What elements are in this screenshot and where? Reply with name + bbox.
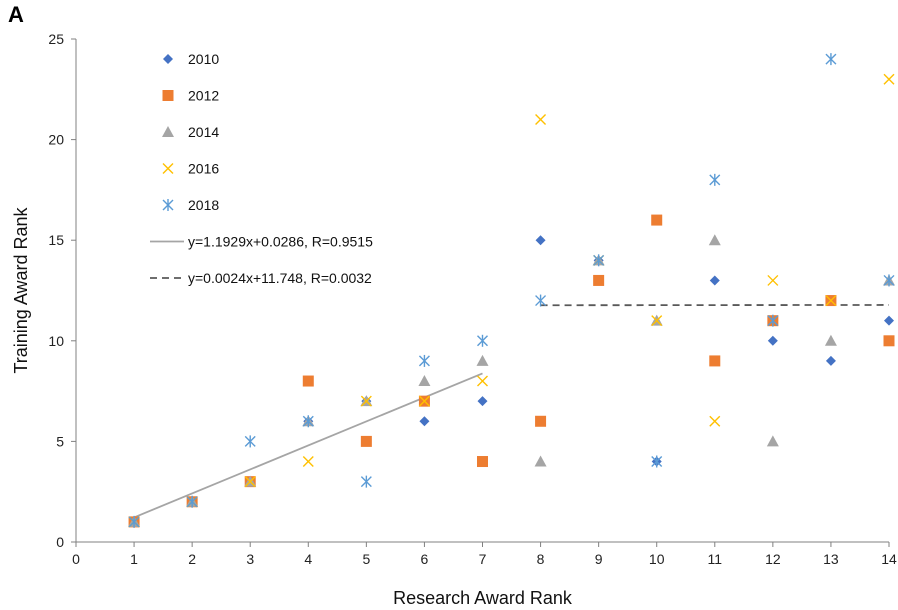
point-2012 [535,415,547,427]
y-tick-label: 15 [48,232,64,248]
point-2016 [709,415,721,427]
legend: 2010 2012 2014 2016 2018 y=1.1929x+0.0286, R=… [150,51,373,286]
x-tick-label: 0 [72,551,80,567]
x-tick-label: 8 [537,551,545,567]
point-2018 [883,274,895,287]
legend-trendline-label: y=1.1929x+0.0286, R=0.9515 [188,234,373,250]
point-2018 [651,455,663,468]
point-2012 [593,274,605,286]
point-2014 [766,435,779,447]
x-tick-label: 11 [708,551,723,567]
point-2014 [534,455,547,467]
x-tick-label: 1 [130,551,138,567]
legend-label: 2014 [188,124,219,140]
point-2014 [418,375,431,387]
point-2018 [186,495,198,508]
legend-label: 2018 [188,197,219,213]
point-2018 [360,475,372,488]
point-2014 [476,354,489,366]
point-2014 [824,334,837,346]
point-2016 [302,456,314,468]
point-2012 [360,435,372,447]
x-tick-label: 3 [246,551,254,567]
data-points [128,53,895,528]
point-2012 [477,456,488,468]
legend-marker-2014 [162,126,174,137]
point-2016 [825,295,837,307]
point-2010 [709,275,720,286]
point-2016 [535,113,547,125]
point-2018 [244,435,256,448]
point-2010 [884,315,894,326]
point-2018 [418,354,430,367]
y-axis-title: Training Award Rank [11,206,31,373]
x-tick-label: 14 [881,551,897,567]
legend-label: 2016 [188,161,219,177]
point-2016 [883,73,895,85]
point-2010 [477,396,488,407]
point-2012 [709,355,721,367]
legend-marker-2012 [162,90,174,101]
trendline [133,372,483,519]
legend-marker-2016 [162,163,174,174]
point-2018 [535,294,547,307]
y-tick-label: 5 [56,433,64,449]
legend-label: 2012 [188,88,219,104]
point-2010 [825,355,836,366]
point-2018 [128,515,140,528]
point-2014 [708,234,721,246]
point-2018 [302,415,314,428]
x-tick-label: 4 [304,551,312,567]
legend-label: 2010 [188,51,219,67]
x-tick-label: 7 [479,551,487,567]
legend-marker-2010 [163,54,173,64]
point-2012 [883,335,895,347]
point-2016 [244,476,256,488]
point-2018 [767,314,779,327]
point-2018 [593,254,605,267]
x-tick-label: 13 [823,551,839,567]
point-2012 [651,214,663,226]
y-tick-label: 0 [56,534,64,550]
point-2016 [651,315,663,327]
point-2016 [418,395,430,407]
y-tick-label: 10 [48,333,64,349]
x-tick-label: 10 [649,551,665,567]
point-2018 [825,53,837,66]
y-tick-label: 25 [48,31,64,47]
legend-marker-2018 [162,199,174,211]
point-2012 [302,375,314,387]
point-2018 [709,173,721,186]
panel-label: A [8,2,24,27]
x-tick-label: 5 [362,551,370,567]
point-2016 [360,395,372,407]
legend-trendline-label: y=0.0024x+11.748, R=0.0032 [188,270,372,286]
point-2018 [477,334,488,347]
x-tick-label: 2 [188,551,196,567]
point-2016 [477,375,488,387]
x-tick-label: 9 [595,551,603,567]
x-tick-label: 12 [765,551,781,567]
point-2010 [419,416,430,427]
x-tick-label: 6 [421,551,429,567]
point-2016 [767,274,779,286]
point-2010 [535,235,546,246]
y-tick-label: 20 [48,132,64,148]
point-2010 [767,335,778,346]
x-axis-title: Research Award Rank [393,588,573,608]
